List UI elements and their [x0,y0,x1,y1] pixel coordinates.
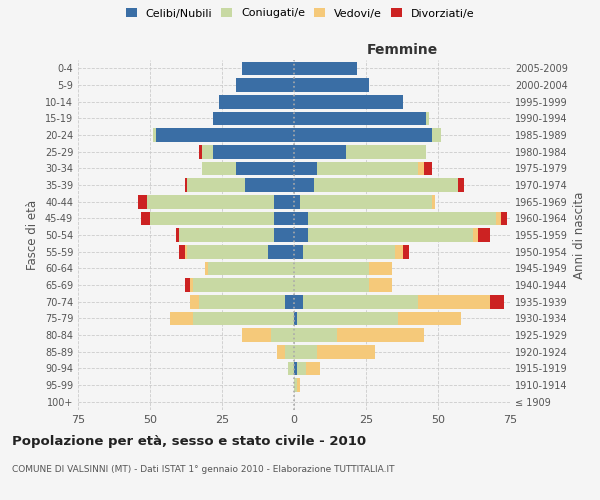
Bar [294,212,308,225]
Bar [185,245,187,258]
Bar [190,295,199,308]
Bar [170,312,193,325]
Bar [147,195,274,208]
Bar [308,212,496,225]
Bar [294,112,427,125]
Bar [490,295,504,308]
Bar [432,128,441,142]
Bar [214,145,294,158]
Bar [294,128,432,142]
Bar [142,212,150,225]
Bar [185,278,190,292]
Bar [193,312,294,325]
Bar [245,178,294,192]
Text: Femmine: Femmine [367,42,437,56]
Bar [242,62,294,75]
Bar [190,278,193,292]
Bar [294,262,369,275]
Bar [294,345,317,358]
Bar [274,212,294,225]
Bar [369,262,392,275]
Bar [202,145,214,158]
Bar [294,295,302,308]
Bar [302,295,418,308]
Bar [337,328,424,342]
Bar [277,345,286,358]
Bar [432,195,435,208]
Bar [242,328,271,342]
Bar [153,128,156,142]
Bar [274,195,294,208]
Text: COMUNE DI VALSINNI (MT) - Dati ISTAT 1° gennaio 2010 - Elaborazione TUTTITALIA.I: COMUNE DI VALSINNI (MT) - Dati ISTAT 1° … [12,465,395,474]
Bar [317,345,374,358]
Bar [150,212,274,225]
Bar [294,62,358,75]
Bar [294,362,297,375]
Bar [286,345,294,358]
Bar [297,362,305,375]
Bar [236,162,294,175]
Bar [185,178,187,192]
Bar [294,312,297,325]
Bar [236,78,294,92]
Bar [300,195,432,208]
Bar [179,245,185,258]
Bar [187,245,268,258]
Bar [199,295,286,308]
Bar [369,278,392,292]
Bar [294,328,337,342]
Bar [314,178,458,192]
Bar [294,78,369,92]
Bar [208,262,294,275]
Bar [179,228,274,242]
Bar [187,178,245,192]
Bar [139,195,147,208]
Bar [302,245,395,258]
Bar [458,178,464,192]
Bar [418,162,424,175]
Bar [317,162,418,175]
Bar [294,195,300,208]
Bar [427,112,430,125]
Bar [398,312,461,325]
Bar [395,245,403,258]
Bar [294,278,369,292]
Y-axis label: Anni di nascita: Anni di nascita [573,192,586,278]
Bar [271,328,294,342]
Bar [473,228,478,242]
Bar [294,145,346,158]
Bar [193,278,294,292]
Bar [478,228,490,242]
Bar [305,362,320,375]
Bar [202,162,236,175]
Bar [294,162,317,175]
Bar [424,162,432,175]
Bar [176,228,179,242]
Bar [403,245,409,258]
Bar [268,245,294,258]
Bar [346,145,427,158]
Bar [214,112,294,125]
Bar [294,95,403,108]
Bar [418,295,490,308]
Y-axis label: Fasce di età: Fasce di età [26,200,39,270]
Text: Popolazione per età, sesso e stato civile - 2010: Popolazione per età, sesso e stato civil… [12,435,366,448]
Bar [294,178,314,192]
Bar [294,245,302,258]
Bar [502,212,507,225]
Bar [294,228,308,242]
Bar [297,312,398,325]
Legend: Celibi/Nubili, Coniugati/e, Vedovi/e, Divorziati/e: Celibi/Nubili, Coniugati/e, Vedovi/e, Di… [125,8,475,18]
Bar [199,145,202,158]
Bar [274,228,294,242]
Bar [219,95,294,108]
Bar [156,128,294,142]
Bar [308,228,473,242]
Bar [205,262,208,275]
Bar [496,212,502,225]
Bar [294,378,297,392]
Bar [286,295,294,308]
Bar [288,362,294,375]
Bar [297,378,300,392]
